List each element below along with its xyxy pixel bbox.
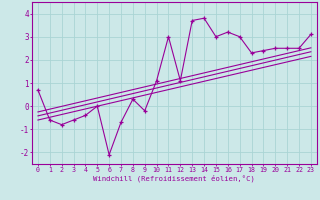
X-axis label: Windchill (Refroidissement éolien,°C): Windchill (Refroidissement éolien,°C) — [93, 175, 255, 182]
